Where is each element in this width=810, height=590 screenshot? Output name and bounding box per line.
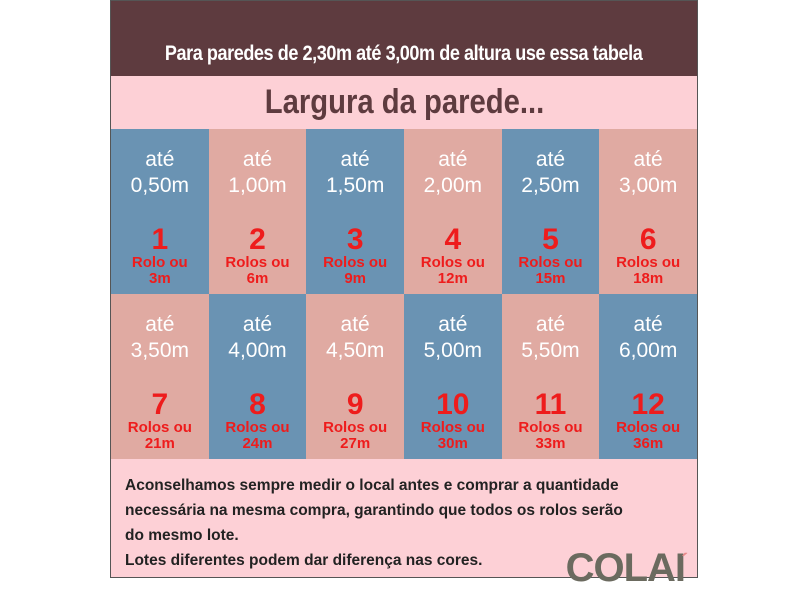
cell-unit: Rolos ou: [323, 419, 388, 436]
cell-roll-count: 4: [444, 223, 462, 256]
subtitle: Largura da parede...: [264, 83, 544, 121]
cell-prefix: até: [438, 148, 468, 171]
cell-roll-count: 2: [249, 223, 266, 256]
cell-unit: Rolos ou: [518, 254, 583, 271]
cell-roll-count: 12: [631, 388, 665, 421]
note-line: Aconselhamos sempre medir o local antes …: [125, 477, 619, 494]
cell-roll-count: 9: [346, 388, 364, 421]
rolls-grid: até 0,50m 1 Rolo ou 3m até 1,00m 2 Rolos …: [111, 129, 697, 459]
cell-width: 4,00m: [228, 339, 287, 362]
cell-prefix: até: [242, 148, 273, 171]
cell-meters: 18m: [633, 270, 664, 287]
cell-unit: Rolos ou: [127, 419, 192, 436]
cell-meters: 6m: [246, 270, 269, 287]
cell-width: 2,50m: [521, 174, 580, 197]
cell-meters: 30m: [437, 435, 468, 452]
wallpaper-table: Para paredes de 2,30m até 3,00m de altur…: [110, 0, 698, 588]
grid-cell: até 1,50m 3 Rolos ou 9m: [306, 129, 404, 294]
subtitle-band: Largura da parede...: [111, 76, 697, 129]
cell-width: 1,50m: [325, 174, 385, 197]
note-line: Lotes diferentes podem dar diferença nas…: [125, 552, 483, 569]
cell-width: 6,00m: [618, 339, 678, 362]
cell-prefix: até: [340, 148, 370, 171]
cell-width: 1,00m: [228, 174, 287, 197]
cell-unit: Rolos ou: [616, 419, 681, 436]
grid-cell: até 4,00m 8 Rolos ou 24m: [208, 294, 307, 459]
cell-meters: 9m: [344, 270, 366, 287]
grid-cell: até 5,50m 11 Rolos ou 33m: [501, 294, 600, 459]
cell-width: 4,50m: [325, 339, 385, 362]
cell-width: 5,00m: [423, 339, 482, 362]
cell-prefix: até: [535, 313, 566, 336]
grid-cell: até 2,00m 4 Rolos ou 12m: [403, 129, 502, 294]
grid-cell: até 6,00m 12 Rolos ou 36m: [599, 294, 697, 459]
cell-meters: 36m: [633, 435, 664, 452]
cell-prefix: até: [145, 148, 175, 171]
cell-unit: Rolos ou: [616, 254, 681, 271]
header-title: Para paredes de 2,30m até 3,00m de altur…: [165, 42, 643, 65]
grid-cell: até 0,50m 1 Rolo ou 3m: [111, 129, 209, 294]
cell-width: 3,00m: [618, 174, 678, 197]
cell-prefix: até: [242, 313, 273, 336]
cell-roll-count: 5: [542, 223, 559, 256]
cell-roll-count: 1: [151, 223, 169, 256]
cell-unit: Rolos ou: [420, 419, 485, 436]
note-line: do mesmo lote.: [125, 527, 239, 544]
cell-unit: Rolos ou: [225, 254, 290, 271]
note-line: necessária na mesma compra, garantindo q…: [125, 502, 623, 519]
cell-prefix: até: [535, 148, 566, 171]
grid-cell: até 4,50m 9 Rolos ou 27m: [306, 294, 404, 459]
cell-prefix: até: [340, 313, 370, 336]
header-banner: Para paredes de 2,30m até 3,00m de altur…: [111, 1, 697, 76]
cell-unit: Rolos ou: [225, 419, 290, 436]
cell-roll-count: 7: [151, 388, 169, 421]
grid-cell: até 3,00m 6 Rolos ou 18m: [599, 129, 697, 294]
cell-prefix: até: [145, 313, 175, 336]
cell-prefix: até: [633, 148, 663, 171]
cell-meters: 24m: [242, 435, 273, 452]
colai-logo: COLAI ´: [565, 546, 688, 590]
cell-meters: 12m: [437, 270, 468, 287]
cell-meters: 27m: [340, 435, 371, 452]
grid-cell: até 5,00m 10 Rolos ou 30m: [403, 294, 502, 459]
cell-width: 2,00m: [423, 174, 482, 197]
cell-meters: 33m: [535, 435, 566, 452]
advice-note: Aconselhamos sempre medir o local antes …: [111, 459, 697, 590]
cell-unit: Rolos ou: [420, 254, 485, 271]
cell-width: 5,50m: [521, 339, 580, 362]
grid-cell: até 1,00m 2 Rolos ou 6m: [208, 129, 307, 294]
cell-meters: 15m: [535, 270, 566, 287]
cell-width: 3,50m: [130, 339, 190, 362]
cell-roll-count: 8: [249, 388, 266, 421]
cell-meters: 21m: [144, 435, 175, 452]
cell-unit: Rolos ou: [323, 254, 388, 271]
cell-meters: 3m: [148, 270, 171, 287]
cell-prefix: até: [438, 313, 468, 336]
cell-unit: Rolos ou: [518, 419, 583, 436]
cell-roll-count: 10: [436, 388, 470, 421]
grid-cell: até 2,50m 5 Rolos ou 15m: [501, 129, 600, 294]
cell-roll-count: 11: [534, 388, 567, 421]
cell-width: 0,50m: [130, 174, 190, 197]
cell-unit: Rolo ou: [131, 254, 188, 271]
grid-cell: até 3,50m 7 Rolos ou 21m: [111, 294, 209, 459]
cell-prefix: até: [633, 313, 663, 336]
cell-roll-count: 3: [346, 223, 364, 256]
cell-roll-count: 6: [639, 223, 657, 256]
